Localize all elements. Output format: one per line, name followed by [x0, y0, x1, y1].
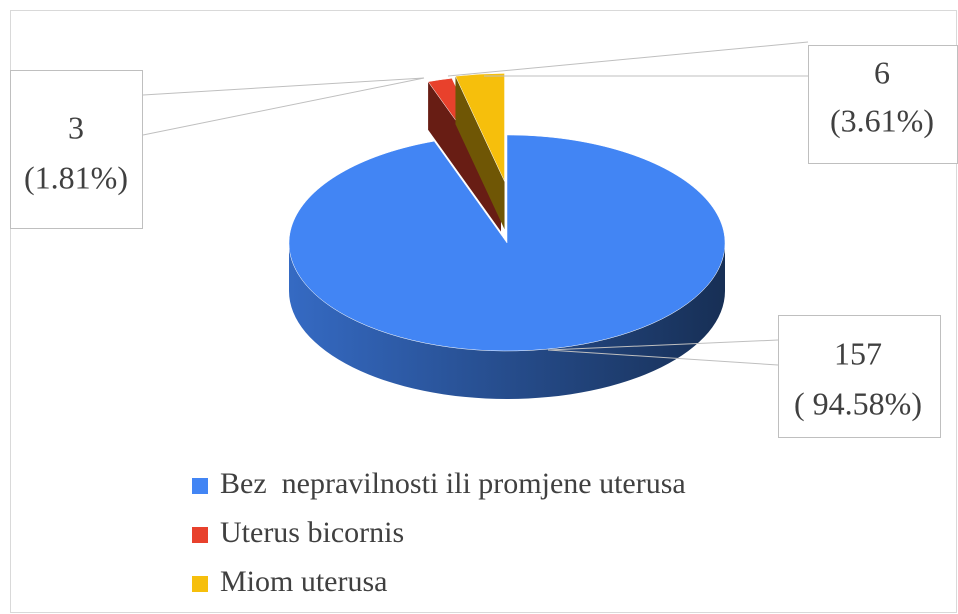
- slice-wall: [455, 76, 505, 230]
- pie: [288, 73, 726, 399]
- legend-swatch: [192, 478, 208, 494]
- data-label: (1.81%): [24, 159, 128, 195]
- legend-label: Miom uterusa: [220, 565, 387, 598]
- slice-side: [289, 243, 725, 399]
- leader-line: [547, 349, 779, 366]
- leader-line: [142, 77, 425, 96]
- data-label: (3.61%): [830, 102, 934, 138]
- leader-line: [547, 339, 779, 351]
- legend-label: Uterus bicornis: [220, 516, 404, 549]
- data-label: 3: [68, 109, 84, 145]
- slice: [455, 73, 505, 182]
- legend: Bez nepravilnosti ili promjene uterusa Ut…: [192, 467, 686, 598]
- data-label: 157: [834, 335, 882, 371]
- slice-wall: [428, 81, 501, 232]
- label-box: [10, 70, 143, 229]
- label-box: [808, 45, 958, 164]
- data-label: 6: [874, 54, 890, 90]
- leader-line: [142, 77, 425, 136]
- legend-swatch: [192, 527, 208, 543]
- slice: [288, 134, 726, 352]
- data-label: ( 94.58%): [794, 385, 922, 421]
- legend-label: Bez nepravilnosti ili promjene uterusa: [220, 467, 686, 500]
- leader-line: [447, 41, 809, 77]
- label-box: [778, 315, 941, 438]
- legend-swatch: [192, 576, 208, 592]
